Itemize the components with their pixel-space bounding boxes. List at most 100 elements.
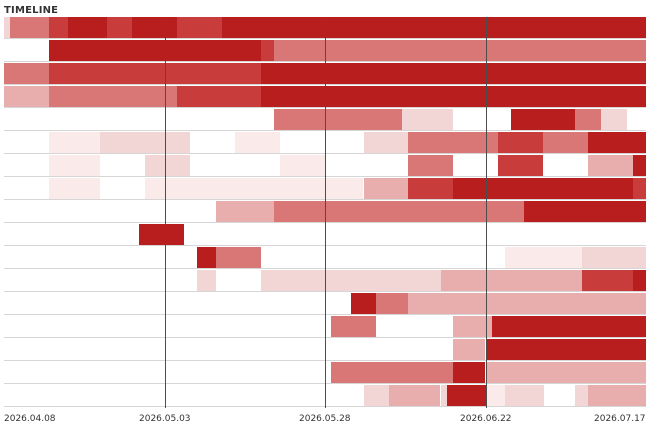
timeline-segment[interactable] xyxy=(486,385,505,406)
timeline-segment[interactable] xyxy=(575,385,588,406)
timeline-segment[interactable] xyxy=(453,362,485,383)
timeline-segment[interactable] xyxy=(389,385,440,406)
timeline-segment[interactable] xyxy=(492,316,646,337)
timeline-segment[interactable] xyxy=(10,17,49,38)
timeline-segment[interactable] xyxy=(453,339,485,360)
timeline-segment[interactable] xyxy=(222,63,261,84)
timeline-segment[interactable] xyxy=(498,132,543,153)
timeline-segment[interactable] xyxy=(543,132,588,153)
timeline-segment[interactable] xyxy=(447,385,486,406)
timeline-segment[interactable] xyxy=(633,132,646,153)
timeline-segment[interactable] xyxy=(633,270,646,291)
timeline-segment[interactable] xyxy=(588,155,633,176)
timeline-segment[interactable] xyxy=(505,385,544,406)
timeline-segment[interactable] xyxy=(441,270,544,291)
timeline-segment[interactable] xyxy=(408,155,453,176)
timeline-segment[interactable] xyxy=(370,270,441,291)
timeline-segment[interactable] xyxy=(588,385,646,406)
timeline-segment[interactable] xyxy=(132,63,177,84)
timeline-row[interactable] xyxy=(4,17,646,39)
timeline-segment[interactable] xyxy=(601,109,627,130)
timeline-segment[interactable] xyxy=(498,155,543,176)
timeline-segment[interactable] xyxy=(68,17,107,38)
timeline-segment[interactable] xyxy=(49,40,261,61)
timeline-segment[interactable] xyxy=(511,109,575,130)
timeline-segment[interactable] xyxy=(274,201,351,222)
timeline-segment[interactable] xyxy=(633,178,646,199)
timeline-segment[interactable] xyxy=(107,17,133,38)
timeline-segment[interactable] xyxy=(49,17,68,38)
timeline-segment[interactable] xyxy=(633,155,646,176)
timeline-segment[interactable] xyxy=(274,109,402,130)
timeline-segment[interactable] xyxy=(351,201,396,222)
timeline-segment[interactable] xyxy=(132,17,177,38)
timeline-segment[interactable] xyxy=(49,132,100,153)
timeline-segment[interactable] xyxy=(614,201,646,222)
timeline-segment[interactable] xyxy=(235,132,280,153)
timeline-segment[interactable] xyxy=(197,270,216,291)
timeline-segment[interactable] xyxy=(376,293,408,314)
timeline-segment[interactable] xyxy=(453,178,588,199)
timeline-segment[interactable] xyxy=(261,86,646,107)
timeline-segment[interactable] xyxy=(4,86,10,107)
timeline-segment[interactable] xyxy=(100,132,145,153)
timeline-segment[interactable] xyxy=(222,17,254,38)
timeline-segment[interactable] xyxy=(331,362,453,383)
timeline-segment[interactable] xyxy=(145,155,190,176)
timeline-segment[interactable] xyxy=(216,201,274,222)
timeline-segment[interactable] xyxy=(222,86,261,107)
timeline-segment[interactable] xyxy=(49,63,88,84)
timeline-segment[interactable] xyxy=(582,247,646,268)
timeline-segment[interactable] xyxy=(87,86,132,107)
timeline-segment[interactable] xyxy=(543,270,582,291)
timeline-segment[interactable] xyxy=(453,316,492,337)
timeline-segment[interactable] xyxy=(254,17,646,38)
timeline-segment[interactable] xyxy=(139,224,184,245)
timeline-segment[interactable] xyxy=(49,178,100,199)
timeline-segment[interactable] xyxy=(312,270,370,291)
timeline-segment[interactable] xyxy=(486,339,646,360)
timeline-segment[interactable] xyxy=(145,178,363,199)
timeline-segment[interactable] xyxy=(396,201,524,222)
timeline-segment[interactable] xyxy=(87,63,132,84)
timeline-segment[interactable] xyxy=(261,40,274,61)
timeline-segment[interactable] xyxy=(486,362,646,383)
timeline-segment[interactable] xyxy=(132,86,177,107)
timeline-segment[interactable] xyxy=(441,385,447,406)
timeline-segment[interactable] xyxy=(280,155,325,176)
timeline-segment[interactable] xyxy=(274,40,646,61)
timeline-segment[interactable] xyxy=(364,132,409,153)
time-axis: 2026.04.08 2026.05.03 2026.05.28 2026.06.22… xyxy=(0,408,650,438)
timeline-row[interactable] xyxy=(4,316,646,338)
timeline-segment[interactable] xyxy=(364,385,390,406)
timeline-segment[interactable] xyxy=(408,293,646,314)
timeline-segment[interactable] xyxy=(351,293,377,314)
timeline-segment[interactable] xyxy=(216,247,261,268)
timeline-segment[interactable] xyxy=(49,155,100,176)
timeline-segment[interactable] xyxy=(177,17,222,38)
timeline-segment[interactable] xyxy=(408,132,453,153)
date-gridline xyxy=(165,17,166,408)
timeline-segment[interactable] xyxy=(177,63,222,84)
timeline-segment[interactable] xyxy=(145,132,190,153)
timeline-segment[interactable] xyxy=(575,109,601,130)
timeline-segment[interactable] xyxy=(588,132,633,153)
timeline-segment[interactable] xyxy=(177,86,222,107)
timeline-segment[interactable] xyxy=(331,316,376,337)
timeline-segment[interactable] xyxy=(49,86,88,107)
timeline-segment[interactable] xyxy=(524,201,614,222)
timeline-segment[interactable] xyxy=(197,247,216,268)
timeline-segment[interactable] xyxy=(453,132,498,153)
timeline-segment[interactable] xyxy=(4,17,10,38)
timeline-segment[interactable] xyxy=(261,63,646,84)
timeline-segment[interactable] xyxy=(402,109,453,130)
timeline-segment[interactable] xyxy=(582,270,633,291)
timeline-segment[interactable] xyxy=(364,178,409,199)
timeline-segment[interactable] xyxy=(261,270,312,291)
timeline-segment[interactable] xyxy=(505,247,582,268)
timeline-segment[interactable] xyxy=(10,86,49,107)
timeline-segment[interactable] xyxy=(408,178,453,199)
timeline-segment[interactable] xyxy=(4,63,10,84)
timeline-segment[interactable] xyxy=(588,178,633,199)
timeline-segment[interactable] xyxy=(10,63,49,84)
